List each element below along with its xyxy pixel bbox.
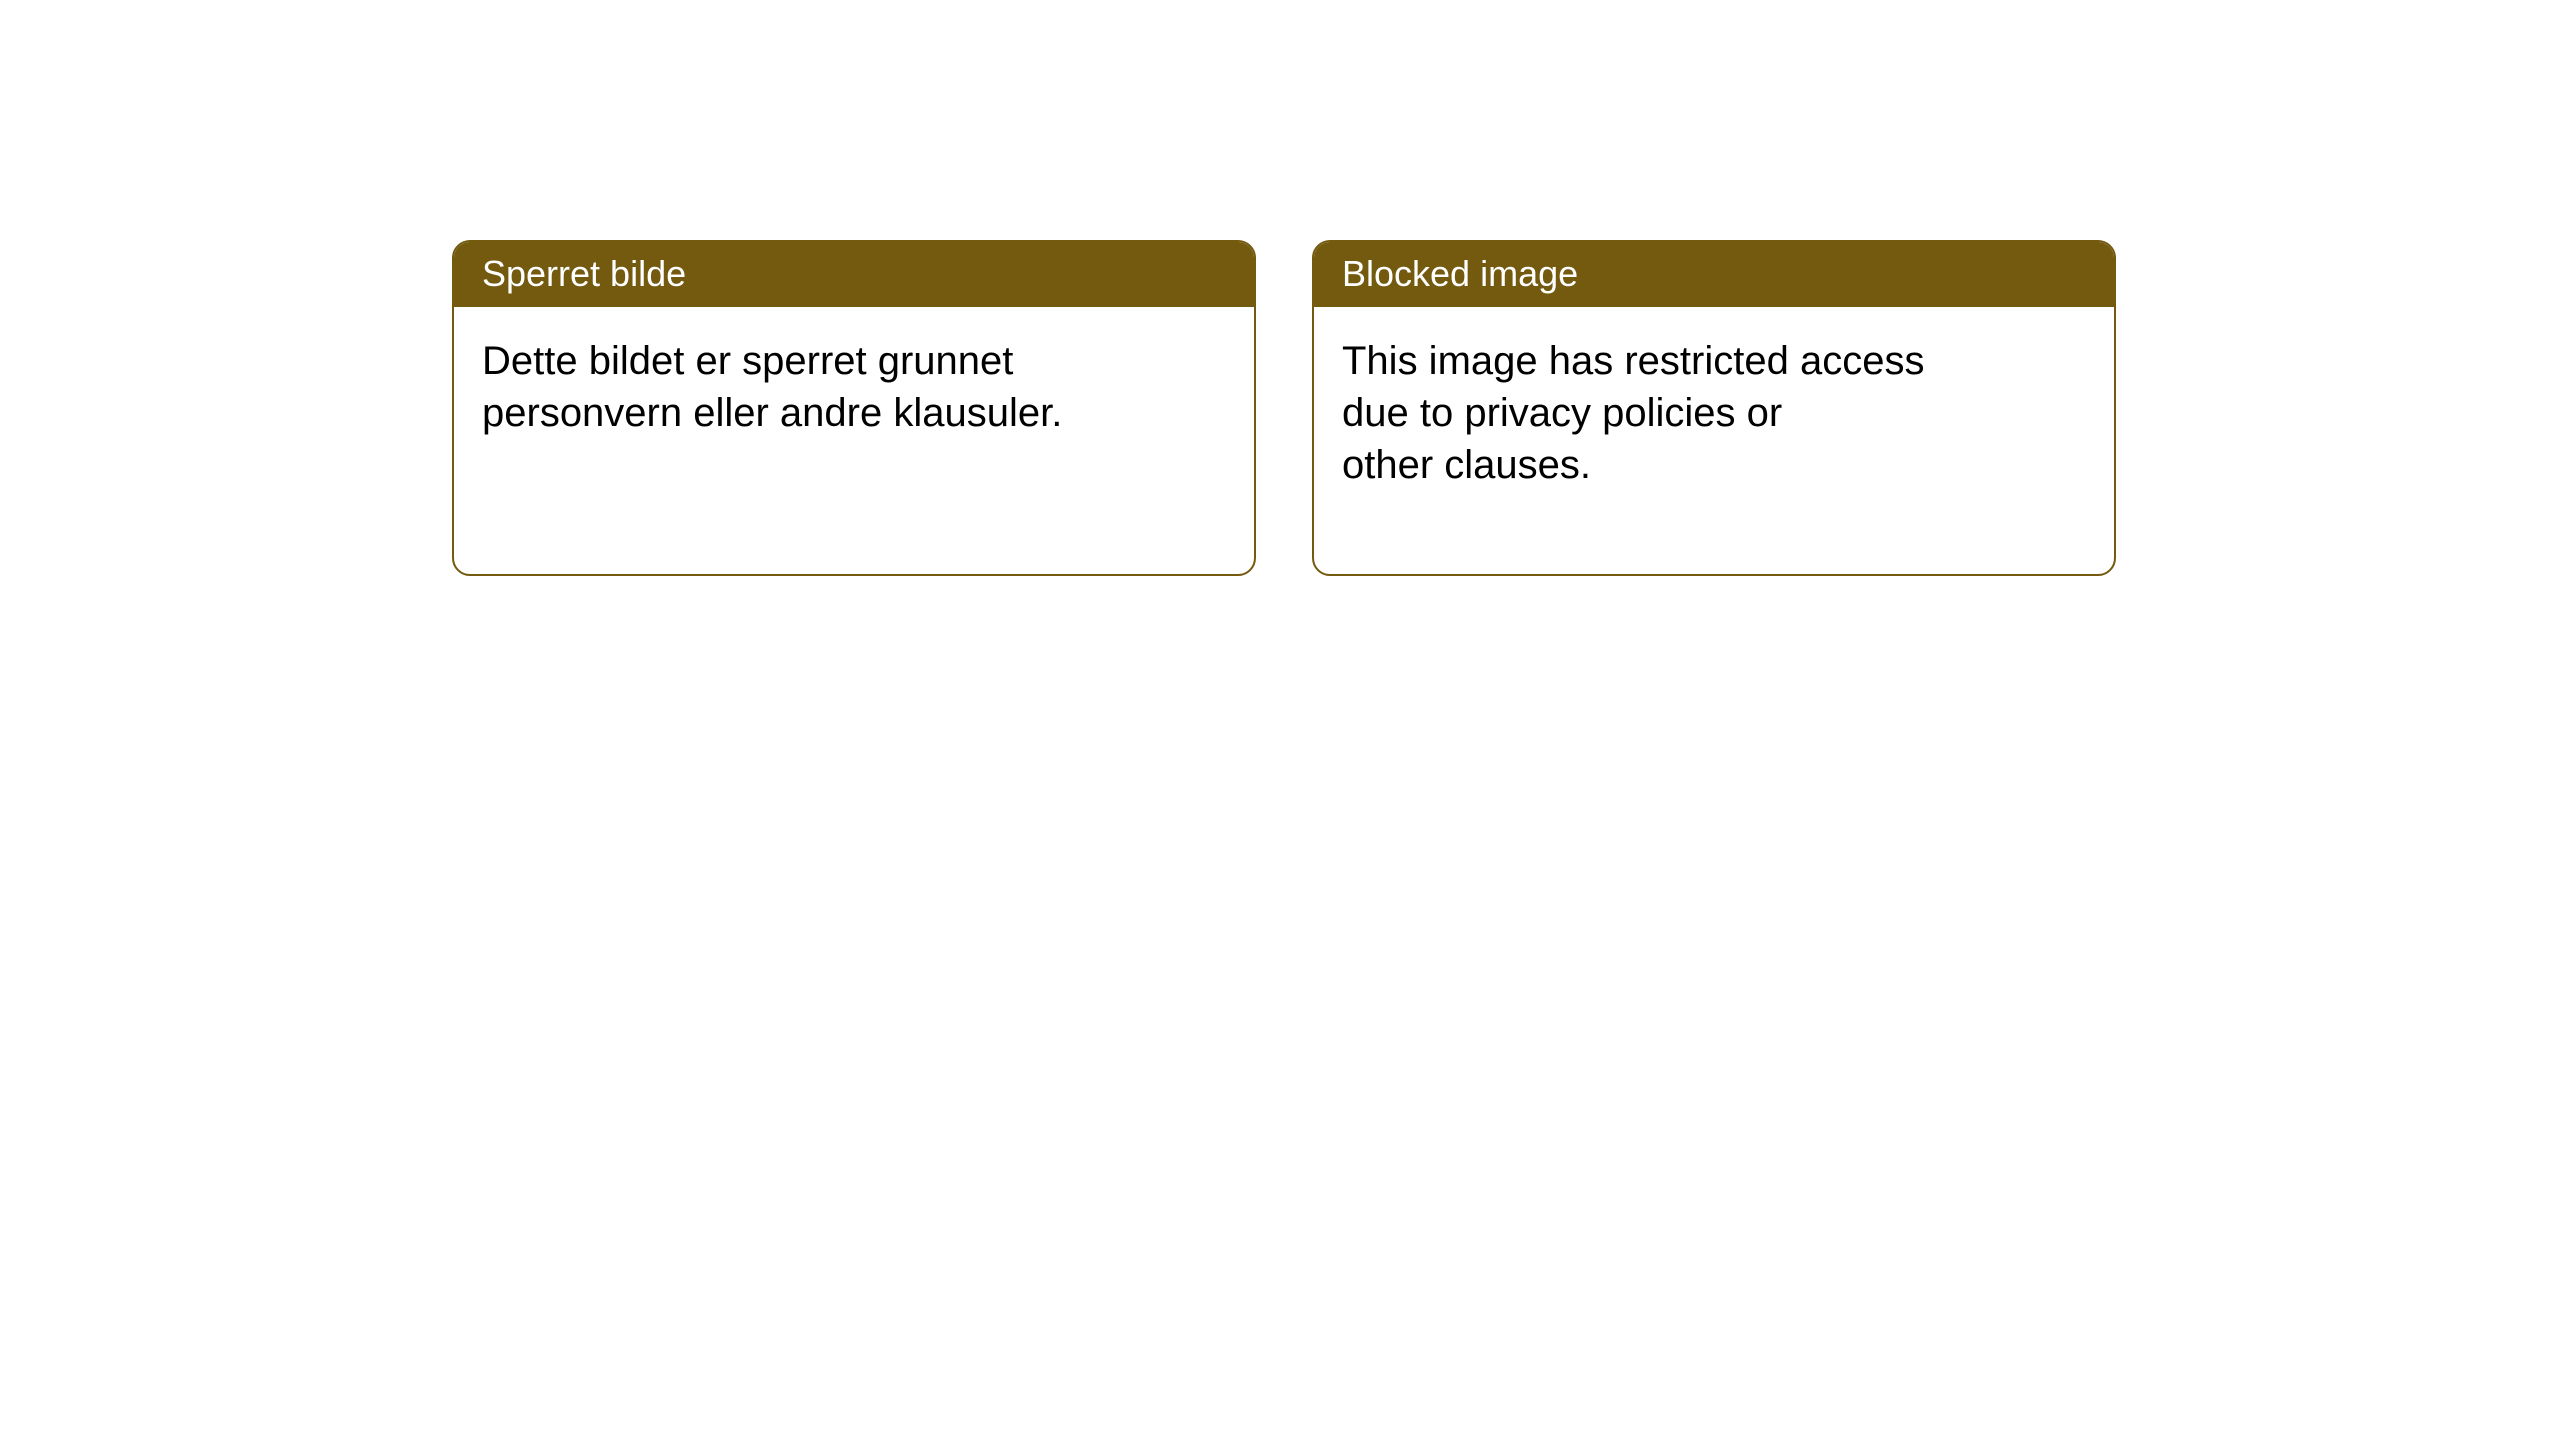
notice-card-title: Sperret bilde: [454, 242, 1254, 307]
notice-card-title: Blocked image: [1314, 242, 2114, 307]
notice-card-body: Dette bildet er sperret grunnet personve…: [454, 307, 1254, 439]
notice-card-english: Blocked image This image has restricted …: [1312, 240, 2116, 576]
notice-card-body: This image has restricted access due to …: [1314, 307, 2114, 491]
notice-cards-row: Sperret bilde Dette bildet er sperret gr…: [452, 240, 2116, 576]
notice-card-norwegian: Sperret bilde Dette bildet er sperret gr…: [452, 240, 1256, 576]
